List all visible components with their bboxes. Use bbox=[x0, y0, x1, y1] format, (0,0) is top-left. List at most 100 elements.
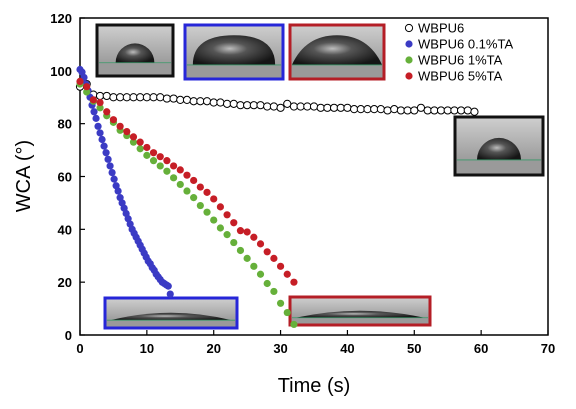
data-point bbox=[276, 103, 285, 112]
inset-substrate bbox=[290, 317, 430, 325]
wbpu6-start-droplet bbox=[95, 23, 175, 78]
data-point bbox=[230, 238, 238, 247]
inset-border bbox=[95, 23, 175, 78]
data-point bbox=[176, 166, 184, 174]
data-point bbox=[136, 145, 144, 153]
data-point bbox=[203, 208, 211, 216]
wbpu6-5ta-end-droplet bbox=[288, 295, 432, 327]
data-point bbox=[95, 91, 105, 101]
y-axis-title: WCA (°) bbox=[13, 140, 35, 212]
data-point bbox=[230, 219, 238, 227]
data-point bbox=[323, 103, 332, 112]
data-point bbox=[176, 95, 185, 104]
data-point bbox=[83, 83, 91, 91]
data-point bbox=[96, 98, 104, 107]
data-point bbox=[100, 142, 108, 150]
data-point bbox=[470, 107, 479, 116]
data-point bbox=[108, 168, 116, 177]
inset-substrate bbox=[290, 64, 384, 79]
x-tick-label: 60 bbox=[474, 341, 488, 356]
data-point bbox=[263, 102, 272, 111]
data-point bbox=[423, 106, 432, 115]
data-point bbox=[270, 254, 278, 262]
inset-substrate bbox=[105, 320, 237, 328]
data-point bbox=[143, 143, 151, 152]
inset-substrate bbox=[455, 159, 543, 175]
data-point bbox=[249, 101, 258, 110]
data-point bbox=[329, 103, 339, 112]
data-point bbox=[156, 162, 164, 170]
legend-marker-wbpu6-5ta bbox=[405, 72, 413, 80]
data-point bbox=[170, 174, 178, 182]
data-point bbox=[102, 149, 110, 157]
legend-item-wbpu6-1ta: WBPU6 1%TA bbox=[405, 53, 503, 68]
y-tick-label: 0 bbox=[65, 328, 72, 343]
data-point bbox=[129, 133, 138, 141]
data-point bbox=[243, 228, 251, 236]
plot-axes: 0 10 20 30 40 50 60 70 0 20 40 60 80 100 120 Time (s)… bbox=[13, 11, 555, 397]
data-point bbox=[243, 101, 252, 110]
data-point bbox=[303, 102, 312, 111]
legend-label-wbpu6-5ta: WBPU6 5%TA bbox=[418, 69, 503, 84]
data-point bbox=[149, 93, 158, 102]
legend-marker-wbpu6-0.1ta bbox=[405, 40, 413, 48]
data-point bbox=[290, 320, 298, 329]
data-point bbox=[243, 254, 251, 262]
x-tick-label: 50 bbox=[407, 341, 421, 356]
data-point bbox=[209, 98, 218, 107]
data-point bbox=[92, 114, 100, 122]
data-point bbox=[190, 194, 198, 202]
legend-item-wbpu6-5ta: WBPU6 5%TA bbox=[405, 69, 503, 84]
data-point bbox=[270, 287, 278, 296]
data-point bbox=[136, 138, 144, 146]
data-point bbox=[116, 122, 124, 130]
data-point bbox=[170, 162, 178, 170]
data-point bbox=[149, 149, 158, 157]
inset-border bbox=[183, 23, 285, 81]
data-point bbox=[103, 108, 111, 116]
data-point bbox=[370, 105, 379, 114]
wbpu6-5ta-start-droplet bbox=[288, 23, 386, 81]
legend: WBPU6 WBPU6 0.1%TA WBPU6 1%TA WBPU6 5%TA bbox=[404, 21, 513, 84]
data-point bbox=[96, 129, 104, 137]
data-point bbox=[296, 102, 305, 111]
data-point bbox=[110, 175, 118, 183]
x-tick-label: 70 bbox=[541, 341, 555, 356]
data-point bbox=[102, 91, 111, 101]
data-point bbox=[350, 105, 359, 114]
legend-label-wbpu6-0.1ta: WBPU6 0.1%TA bbox=[418, 37, 513, 52]
data-point bbox=[256, 240, 265, 248]
y-tick-label: 60 bbox=[58, 170, 72, 185]
data-point bbox=[183, 187, 191, 195]
data-point bbox=[89, 96, 97, 104]
data-point bbox=[236, 246, 245, 255]
y-tick-label: 40 bbox=[58, 222, 72, 237]
data-point bbox=[390, 105, 399, 114]
inset-border bbox=[288, 23, 386, 81]
data-point bbox=[283, 308, 291, 317]
data-point bbox=[196, 201, 204, 210]
data-point bbox=[289, 102, 299, 111]
data-point bbox=[104, 155, 112, 163]
data-point bbox=[376, 105, 385, 114]
data-point bbox=[169, 94, 178, 103]
x-tick-label: 30 bbox=[273, 341, 287, 356]
data-point bbox=[410, 106, 419, 115]
data-point bbox=[123, 127, 131, 136]
data-point bbox=[163, 157, 171, 165]
data-point bbox=[250, 233, 258, 241]
data-point bbox=[236, 227, 245, 235]
wbpu6-01ta-start-droplet bbox=[183, 23, 285, 81]
data-point bbox=[136, 93, 145, 102]
data-point bbox=[202, 97, 212, 106]
data-point bbox=[269, 102, 278, 111]
data-point bbox=[256, 270, 265, 278]
data-point bbox=[106, 162, 114, 170]
data-point bbox=[290, 278, 298, 286]
x-axis-ticks: 0 10 20 30 40 50 60 70 bbox=[76, 330, 555, 356]
x-tick-label: 0 bbox=[76, 341, 83, 356]
inset-substrate bbox=[97, 62, 173, 76]
inset-substrate bbox=[185, 64, 283, 79]
series-layer bbox=[75, 65, 479, 329]
